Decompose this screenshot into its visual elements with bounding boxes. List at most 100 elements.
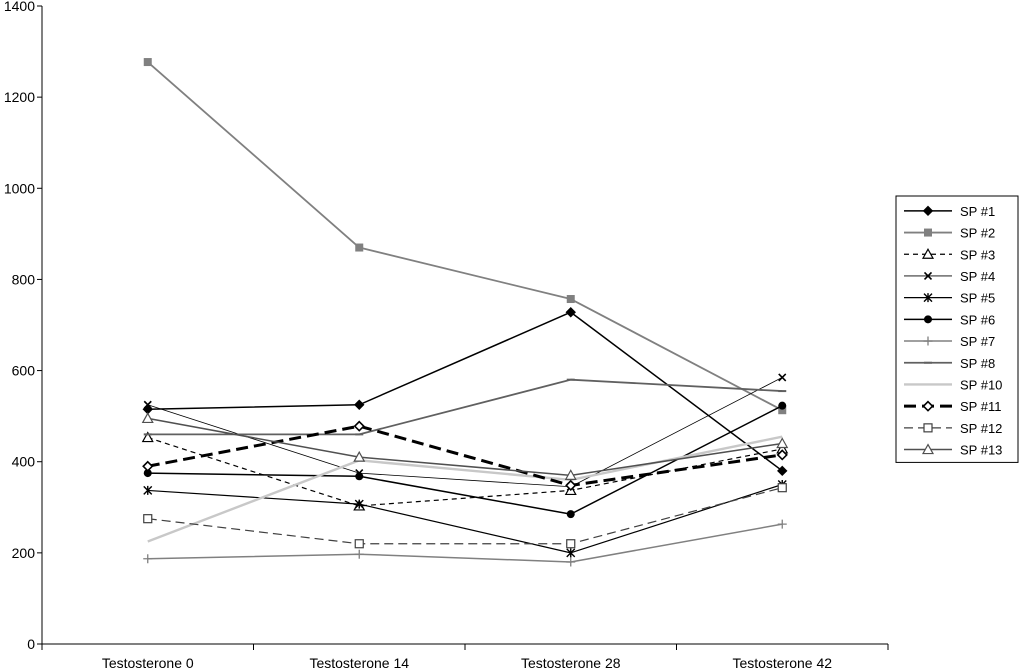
series-line <box>147 378 783 436</box>
data-point <box>143 469 152 478</box>
legend-swatch-marker <box>923 423 933 433</box>
data-point <box>354 539 364 549</box>
series-sp-13 <box>141 412 789 480</box>
series-sp-12 <box>143 483 787 549</box>
series-sp-6 <box>143 401 787 519</box>
data-point <box>354 399 365 410</box>
data-point <box>777 519 787 529</box>
legend: SP #1 SP #2 SP #3 SP #4 SP #5 SP #6 SP #7 SP #8… <box>895 195 1019 463</box>
data-point <box>776 437 789 449</box>
data-point <box>566 557 576 567</box>
y-tick-label: 400 <box>12 454 36 470</box>
series-line <box>147 487 783 545</box>
data-point <box>355 472 364 481</box>
data-point <box>564 469 577 480</box>
series-line <box>147 483 783 554</box>
y-tick-label: 1000 <box>4 180 35 196</box>
data-point <box>353 420 365 432</box>
data-point <box>354 499 364 509</box>
data-point <box>141 431 154 443</box>
legend-label: SP #12 <box>960 421 1002 436</box>
series-sp-7 <box>143 519 787 567</box>
data-point <box>353 450 366 462</box>
data-point <box>777 465 788 477</box>
series-line <box>147 523 783 563</box>
data-point <box>143 58 152 67</box>
chart-series <box>141 58 789 567</box>
data-point <box>354 549 364 559</box>
series-line <box>147 377 783 488</box>
legend-swatch-marker <box>923 293 933 303</box>
series-line <box>147 61 783 412</box>
legend-label: SP #8 <box>960 356 995 371</box>
x-tick-label: Testosterone 42 <box>732 655 832 671</box>
legend-item: SP #5 <box>904 291 995 306</box>
legend-swatch-marker <box>921 248 935 259</box>
legend-item: SP #12 <box>904 421 1002 436</box>
legend-label: SP #6 <box>960 312 995 327</box>
x-tick-label: Testosterone 0 <box>102 655 194 671</box>
series-sp-11 <box>142 420 788 492</box>
x-tick-label: Testosterone 14 <box>309 655 409 671</box>
legend-item: SP #4 <box>904 269 995 284</box>
series-line <box>147 417 783 477</box>
y-tick-label: 200 <box>12 545 36 561</box>
data-point <box>143 485 153 495</box>
series-sp-10 <box>147 435 783 543</box>
legend-swatch-marker <box>921 443 935 455</box>
data-point <box>778 373 787 382</box>
y-tick-label: 1400 <box>4 0 35 14</box>
y-tick-label: 800 <box>12 271 36 287</box>
data-point <box>143 514 153 524</box>
legend-swatch-marker <box>923 336 933 346</box>
x-tick-label: Testosterone 28 <box>521 655 621 671</box>
y-tick-label: 600 <box>12 363 36 379</box>
legend-box <box>895 195 1019 463</box>
legend-item: SP #2 <box>904 226 995 241</box>
chart-axes: 0 200 400 600 800 1000 1200 1400 Testosterone 0 T… <box>4 0 889 671</box>
legend-swatch-marker <box>923 271 933 281</box>
legend-label: SP #13 <box>960 443 1002 458</box>
series-sp-2 <box>143 58 787 415</box>
data-point <box>566 548 576 558</box>
data-point <box>143 554 153 564</box>
legend-label: SP #7 <box>960 334 995 349</box>
legend-item: SP #13 <box>904 443 1002 458</box>
series-sp-8 <box>143 378 787 436</box>
series-line <box>147 311 783 472</box>
data-point <box>565 307 576 318</box>
legend-item: SP #8 <box>904 356 995 371</box>
data-point <box>566 510 575 519</box>
legend-label: SP #1 <box>960 204 995 219</box>
legend-swatch-marker <box>924 228 932 237</box>
y-tick-label: 1200 <box>4 89 35 105</box>
data-point <box>776 449 788 461</box>
data-point <box>141 412 154 424</box>
data-point <box>566 539 576 549</box>
series-line <box>147 424 783 487</box>
legend-swatch-marker <box>924 315 932 324</box>
legend-swatch-marker <box>922 205 934 217</box>
legend-label: SP #3 <box>960 247 995 262</box>
data-point <box>778 401 787 410</box>
legend-item: SP #10 <box>904 377 1002 392</box>
legend-label: SP #10 <box>960 377 1002 392</box>
legend-label: SP #2 <box>960 226 995 241</box>
y-tick-label: 0 <box>27 636 35 652</box>
legend-item: SP #11 <box>904 399 1001 414</box>
legend-item: SP #1 <box>904 204 995 219</box>
series-sp-5 <box>143 480 787 558</box>
data-point <box>355 243 364 252</box>
data-point <box>142 460 154 472</box>
legend-label: SP #5 <box>960 291 995 306</box>
series-sp-4 <box>143 373 787 491</box>
legend-label: SP #11 <box>960 399 1001 414</box>
data-point <box>778 406 787 415</box>
legend-label: SP #4 <box>960 269 995 284</box>
legend-swatch-marker <box>922 400 934 412</box>
data-point <box>777 483 787 493</box>
legend-item: SP #3 <box>904 247 995 262</box>
legend-item: SP #6 <box>904 312 995 327</box>
data-point <box>565 479 577 492</box>
